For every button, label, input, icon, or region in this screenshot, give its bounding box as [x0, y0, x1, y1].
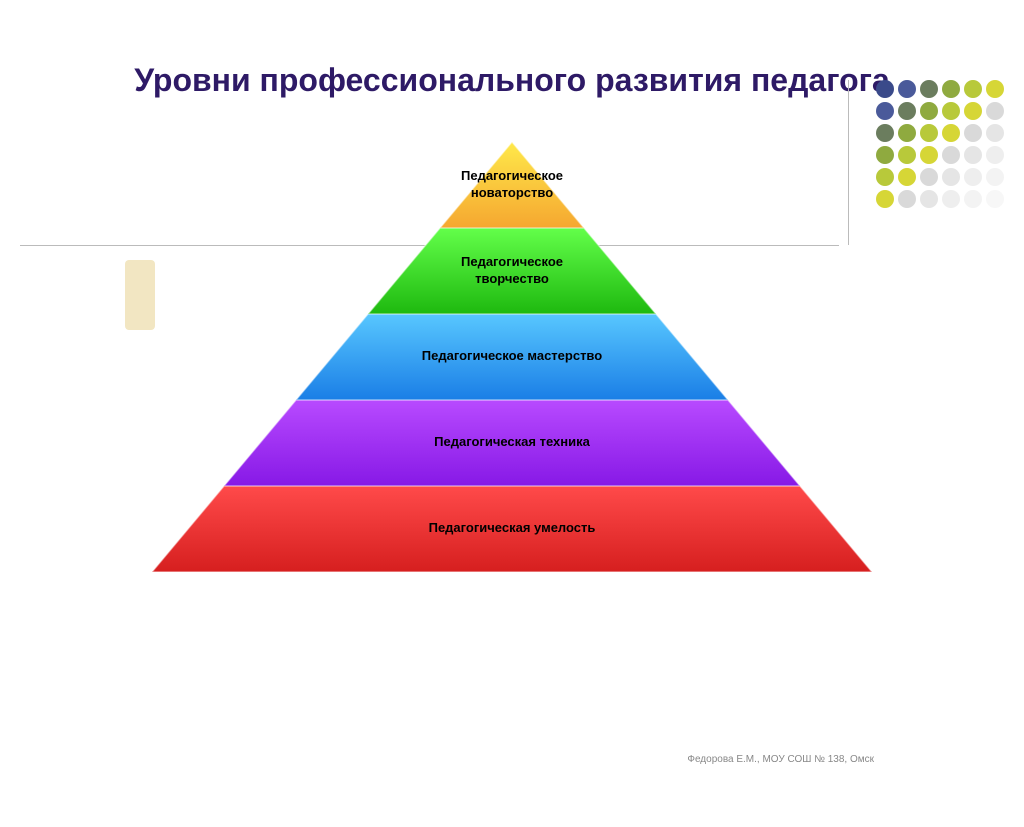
- decorative-dot: [920, 80, 938, 98]
- decorative-dot: [986, 146, 1004, 164]
- decorative-dot-grid: [874, 78, 1006, 210]
- decorative-dot: [964, 102, 982, 120]
- decorative-dot: [920, 124, 938, 142]
- decorative-dot: [876, 80, 894, 98]
- decorative-dot: [964, 146, 982, 164]
- left-beige-strip: [125, 260, 155, 330]
- decorative-dot: [942, 146, 960, 164]
- attribution-text: Федорова Е.М., МОУ СОШ № 138, Омск: [687, 754, 874, 765]
- pyramid-level-1: Педагогическое творчество: [368, 228, 656, 314]
- decorative-dot: [964, 124, 982, 142]
- decorative-dot: [942, 124, 960, 142]
- decorative-dot: [876, 146, 894, 164]
- decorative-dot: [898, 146, 916, 164]
- decorative-dot: [898, 80, 916, 98]
- decorative-dot: [986, 124, 1004, 142]
- decorative-dot: [986, 80, 1004, 98]
- decorative-dot: [898, 124, 916, 142]
- pyramid-level-label: Педагогическое новаторство: [461, 168, 563, 201]
- decorative-dot: [876, 124, 894, 142]
- decorative-dot: [942, 80, 960, 98]
- decorative-dot: [920, 102, 938, 120]
- decorative-dot: [898, 190, 916, 208]
- decorative-dot: [920, 168, 938, 186]
- decorative-dot: [986, 102, 1004, 120]
- page-title: Уровни профессионального развития педаго…: [60, 60, 964, 102]
- decorative-dot: [964, 190, 982, 208]
- pyramid-level-label: Педагогическая техника: [434, 434, 590, 450]
- pyramid-level-2: Педагогическое мастерство: [296, 314, 728, 400]
- decorative-dot: [942, 190, 960, 208]
- pyramid-level-label: Педагогическое творчество: [461, 254, 563, 287]
- decorative-dot: [898, 102, 916, 120]
- pyramid-level-label: Педагогическое мастерство: [422, 348, 602, 364]
- decorative-dot: [898, 168, 916, 186]
- decorative-dot: [920, 146, 938, 164]
- decorative-dot: [942, 168, 960, 186]
- decorative-dot: [986, 190, 1004, 208]
- pyramid-level-label: Педагогическая умелость: [429, 520, 596, 536]
- decorative-dot: [942, 102, 960, 120]
- decorative-dot: [920, 190, 938, 208]
- decorative-dot: [986, 168, 1004, 186]
- pyramid-level-4: Педагогическая умелость: [152, 486, 872, 572]
- decorative-dot: [964, 80, 982, 98]
- decorative-dot: [876, 102, 894, 120]
- pyramid-diagram: Педагогическое новаторство Педагогическое…: [152, 142, 872, 632]
- decorative-dot: [876, 168, 894, 186]
- decorative-dot: [964, 168, 982, 186]
- pyramid-level-0: Педагогическое новаторство: [440, 142, 584, 228]
- pyramid-level-3: Педагогическая техника: [224, 400, 800, 486]
- decorative-dot: [876, 190, 894, 208]
